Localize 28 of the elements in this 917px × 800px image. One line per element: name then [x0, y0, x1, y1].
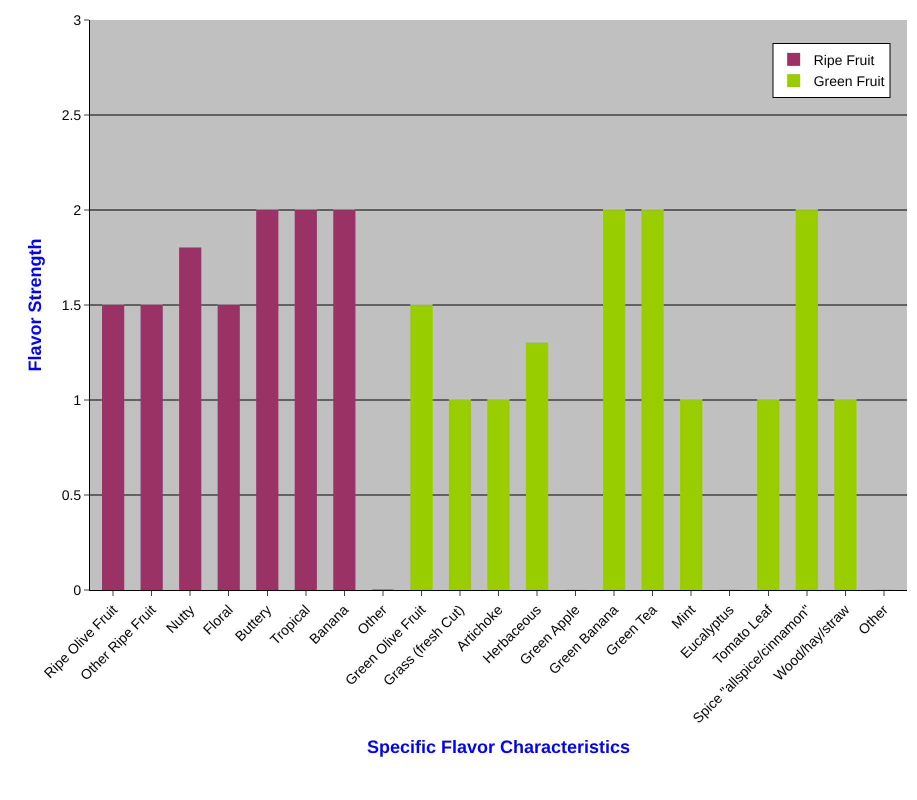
bar [410, 304, 433, 590]
bar [102, 304, 124, 590]
bar [757, 400, 780, 590]
y-axis-title: Flavor Strength [24, 238, 45, 372]
bar [834, 400, 856, 590]
bar [642, 210, 664, 590]
bar [294, 210, 317, 590]
y-tick-label: 0 [73, 582, 82, 598]
bar [218, 304, 240, 590]
y-tick-label: 1.5 [62, 296, 82, 313]
bar [140, 304, 163, 590]
legend-label: Ripe Fruit [814, 52, 874, 68]
x-axis-title: Specific Flavor Characteristics [366, 737, 630, 758]
bar [256, 210, 278, 590]
y-tick-label: 2.5 [62, 106, 82, 123]
bar [179, 248, 202, 590]
bar [526, 342, 548, 590]
y-tick-label: 2 [73, 202, 82, 218]
legend-label: Green Fruit [814, 73, 885, 90]
y-tick-label: 1 [73, 392, 82, 408]
bar [680, 400, 702, 590]
y-tick-label: 3 [73, 12, 82, 28]
y-tick-label: 0.5 [62, 486, 82, 503]
bar [603, 210, 626, 590]
bar [796, 210, 818, 590]
bar [333, 210, 356, 590]
bar [448, 400, 472, 590]
bar [487, 400, 510, 590]
